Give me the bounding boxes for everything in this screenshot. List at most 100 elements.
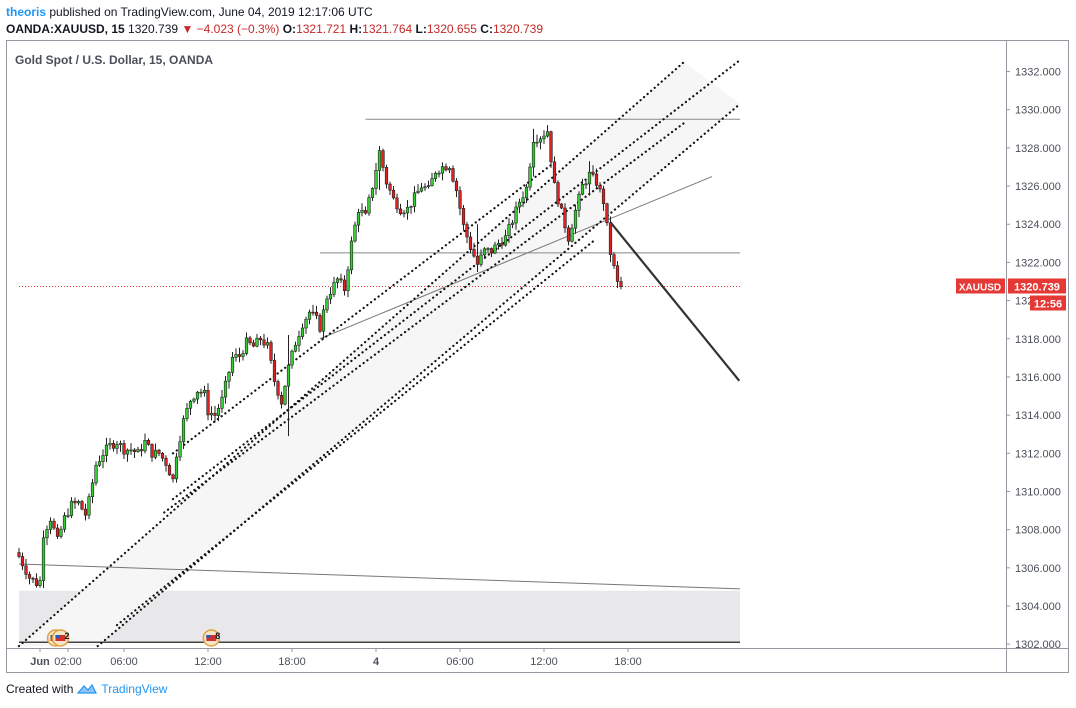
candle-body bbox=[594, 173, 599, 186]
candle-body bbox=[493, 244, 497, 254]
candle bbox=[612, 252, 616, 269]
dotted-trend-line[interactable] bbox=[171, 58, 742, 501]
candle bbox=[587, 161, 592, 196]
candle bbox=[132, 448, 137, 458]
candle-body bbox=[97, 461, 102, 466]
candle-body bbox=[174, 456, 179, 480]
candle-body bbox=[45, 529, 49, 539]
candle-body bbox=[129, 449, 133, 452]
countdown-tag-bg bbox=[1030, 295, 1066, 311]
candle-body bbox=[335, 278, 340, 283]
author-link[interactable]: theoris bbox=[6, 5, 47, 19]
axis-layer: 1302.000 1304.000 1306.000 1308.000 1310.000… bbox=[30, 67, 1061, 668]
events-layer[interactable]: 228 bbox=[46, 629, 221, 647]
candle bbox=[216, 404, 221, 422]
candle bbox=[472, 242, 476, 258]
publish-line: theoris published on TradingView.com, Ju… bbox=[6, 4, 543, 21]
candle bbox=[160, 451, 165, 462]
candle bbox=[269, 340, 273, 364]
candle-body bbox=[265, 342, 270, 346]
candle-body bbox=[370, 188, 375, 198]
price-tag-bg bbox=[1008, 278, 1066, 294]
candle bbox=[430, 172, 434, 187]
dotted-trend-line[interactable] bbox=[17, 60, 686, 648]
candle-body bbox=[409, 206, 413, 208]
candle-body bbox=[531, 141, 536, 168]
candle-body bbox=[290, 350, 294, 366]
candle bbox=[45, 525, 49, 546]
high-label: H: bbox=[349, 22, 363, 36]
brand-link[interactable]: TradingView bbox=[101, 682, 168, 696]
candle-body bbox=[444, 166, 448, 171]
candle bbox=[227, 370, 231, 389]
drawing-layer[interactable] bbox=[17, 58, 742, 648]
candle bbox=[167, 463, 172, 476]
chart-frame[interactable] bbox=[6, 40, 1069, 673]
y-tick-label: 1318.000 bbox=[1015, 334, 1061, 346]
candle bbox=[381, 148, 385, 172]
candle-body bbox=[132, 449, 137, 452]
candle-body bbox=[237, 354, 242, 357]
x-tick-label: 12:00 bbox=[194, 656, 222, 668]
candle bbox=[220, 390, 224, 413]
candle bbox=[164, 455, 168, 472]
candle bbox=[199, 388, 203, 398]
economic-event-marker[interactable]: 8 bbox=[202, 629, 220, 647]
candle bbox=[454, 178, 459, 198]
dotted-trend-line[interactable] bbox=[171, 163, 553, 455]
candle bbox=[500, 237, 504, 249]
candle bbox=[27, 571, 32, 585]
candle-body bbox=[307, 311, 312, 320]
low-value: 1320.655 bbox=[426, 22, 477, 36]
candle bbox=[125, 448, 130, 462]
open-label: O: bbox=[282, 22, 297, 36]
low-label: L: bbox=[415, 22, 427, 36]
candle bbox=[150, 443, 154, 462]
candle bbox=[255, 333, 259, 348]
candle-body bbox=[83, 508, 88, 516]
candle-body bbox=[451, 168, 455, 182]
candle bbox=[608, 216, 613, 263]
candle-body bbox=[545, 131, 550, 137]
symbol-label: OANDA:XAUUSD, 15 bbox=[6, 22, 125, 36]
candle bbox=[353, 221, 357, 243]
candle bbox=[283, 385, 287, 406]
candle-body bbox=[563, 207, 567, 229]
candle bbox=[542, 130, 546, 145]
trend-line[interactable] bbox=[609, 221, 741, 382]
trend-line[interactable] bbox=[18, 563, 741, 590]
candle bbox=[486, 247, 490, 253]
y-tick-label: 1306.000 bbox=[1015, 563, 1061, 575]
candle bbox=[559, 202, 564, 210]
candle bbox=[346, 266, 350, 298]
candle-body bbox=[342, 279, 347, 292]
candle bbox=[136, 446, 140, 453]
candle-body bbox=[283, 385, 287, 405]
candle bbox=[17, 547, 21, 559]
candle bbox=[433, 171, 438, 182]
candle bbox=[55, 524, 60, 539]
candle-body bbox=[171, 474, 175, 480]
candle-body bbox=[612, 254, 616, 266]
candle bbox=[521, 191, 525, 207]
economic-event-marker[interactable]: 2 bbox=[51, 629, 69, 647]
trend-line[interactable] bbox=[319, 176, 713, 340]
candle-body bbox=[384, 167, 389, 185]
candle-body bbox=[524, 186, 529, 199]
high-value: 1321.764 bbox=[362, 22, 413, 36]
y-tick-label: 1310.000 bbox=[1015, 486, 1061, 498]
candle bbox=[104, 437, 109, 463]
candle-body bbox=[157, 449, 161, 454]
dotted-trend-line[interactable] bbox=[96, 102, 742, 648]
candle bbox=[573, 204, 578, 234]
candle-body bbox=[241, 353, 245, 357]
candle-body bbox=[549, 131, 553, 163]
candle bbox=[111, 440, 116, 452]
candle bbox=[335, 276, 340, 289]
dotted-trend-line[interactable] bbox=[115, 240, 595, 627]
candle bbox=[101, 449, 105, 469]
candle bbox=[325, 295, 329, 314]
candle bbox=[62, 512, 67, 533]
dotted-trend-line[interactable] bbox=[163, 121, 686, 514]
